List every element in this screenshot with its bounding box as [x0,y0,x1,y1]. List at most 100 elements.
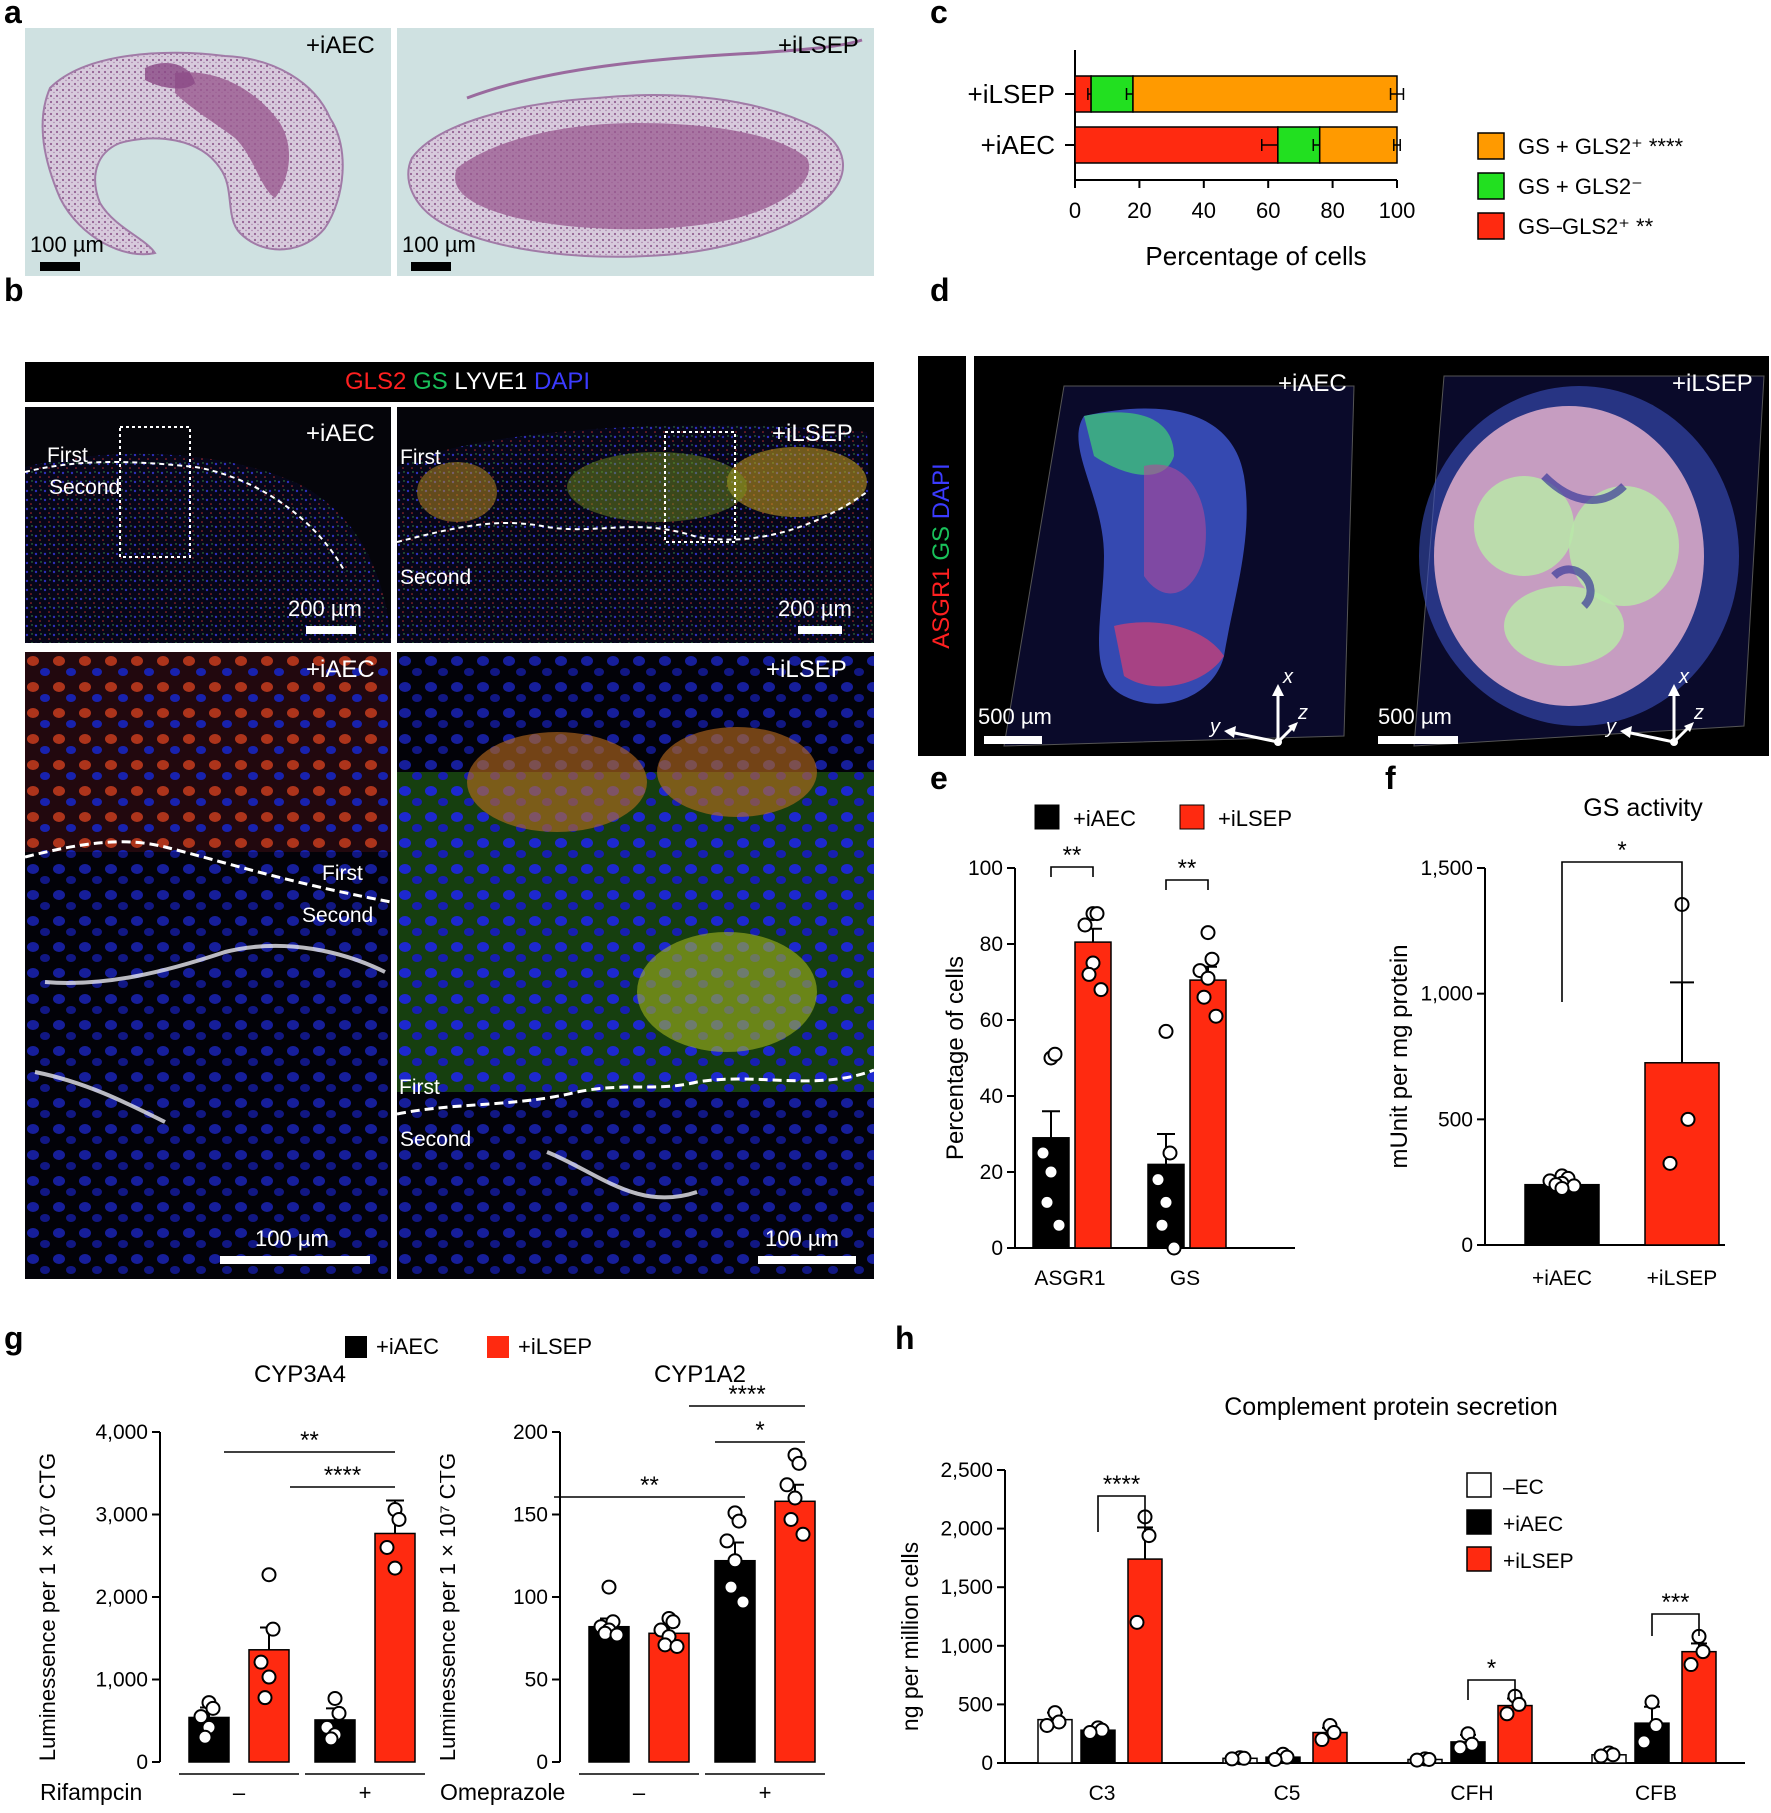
chart-g-cyp1a2-y-tick-label: 0 [536,1751,548,1774]
chart-g-cyp3a4-data-point [379,1540,395,1555]
chart-h-data-point [1039,1717,1055,1733]
chart-f-significance-label: * [1617,837,1626,864]
chart-c-legend-swatch [1477,172,1505,200]
chart-h-data-point [1511,1696,1527,1712]
chart-g-cyp1a2-data-point [779,1477,795,1493]
fluorescence-image-iaec-zoom [25,652,391,1279]
chart-f-data-point [1566,1178,1582,1194]
chart-c-bar-segment [1318,126,1398,164]
panel-d-side-label-bar: ASGR1 GS DAPI [918,356,966,756]
histology-image-ilsep [397,28,874,276]
panel-b-br-scale-bar [758,1256,856,1264]
chart-c-bar-segment [1074,126,1279,164]
chart-e-data-point [1154,1217,1170,1233]
chart-g-cyp1a2-data-point [597,1625,613,1641]
chart-e-data-point [1089,906,1105,922]
panel-label-f: f [1385,760,1396,796]
chart-c-legend-label: GS + GLS2⁻ [1518,174,1643,199]
chart-g-cyp1a2-y-tick-label: 100 [513,1586,548,1609]
chart-g-cyp3a4-data-point [391,1511,407,1527]
lightsheet-image-iaec [974,356,1374,756]
axis-label-x-ilsep: x [1679,666,1689,688]
panel-a-condition-iaec: +iAEC [306,32,375,59]
axes-icon-ilsep [1620,684,1694,746]
panel-b-bl-scale-label: 100 µm [255,1226,329,1251]
panel-label-e: e [930,760,948,796]
chart-g-cyp1a2-data-point [731,1513,747,1529]
chart-h: Complement protein secretion 0 500 1,000 1,5… [897,1393,1745,1805]
panel-label-c: c [930,0,948,30]
chart-f-category-label: +iAEC [1532,1267,1592,1290]
panel-label-a: a [4,0,22,30]
chart-g-cyp3a4-data-point [193,1709,209,1725]
chart-g-cyp3a4-data-point [323,1731,339,1747]
histology-tissue-iaec [41,51,344,256]
panel-b-bl-condition: +iAEC [306,656,375,683]
chart-g-cyp3a4-x-axis-label: Rifampcin [40,1779,142,1805]
chart-g-cyp3a4-data-point [331,1705,347,1721]
lightsheet-texture-iaec [1003,385,1355,747]
chart-e-significance-label: ** [1063,842,1082,869]
axis-label-x-iaec: x [1283,666,1293,688]
chart-h-y-tick-label: 500 [958,1693,993,1716]
chart-h-data-point [1499,1706,1515,1722]
chart-e-data-point [1039,1194,1055,1210]
chart-g-cyp1a2-y-tick-label: 50 [525,1669,548,1692]
chart-g-cyp1a2-y-tick-label: 150 [513,1504,548,1527]
chart-c-bar-segment [1132,75,1398,113]
chart-f-category-label: +iLSEP [1647,1267,1718,1290]
chart-g-cyp3a4-data-point [261,1669,277,1685]
chart-h-y-tick-label: 2,000 [940,1518,993,1541]
chart-e-category-label: GS [1170,1267,1200,1290]
chart-c-x-tick-label: 80 [1320,198,1344,223]
chart-e-data-point [1208,1008,1224,1024]
chart-g-cyp3a4-y-tick-label: 1,000 [95,1669,148,1692]
chart-g-cyp1a2-data-point [719,1533,735,1549]
panel-b-tr-scale-bar [798,626,842,634]
panel-d-condition-iaec: +iAEC [1278,370,1347,397]
fluorescence-texture-ilsep-overview [397,425,874,643]
chart-c-x-tick-label: 20 [1127,198,1151,223]
chart-g-cyp3a4-title: CYP3A4 [254,1361,346,1388]
chart-h-category-label: C3 [1089,1782,1116,1805]
chart-g-cyp3a4-data-point [205,1700,221,1716]
chart-h-legend-label: +iAEC [1503,1513,1563,1536]
chart-g-cyp3a4-bar [248,1649,290,1763]
chart-e-data-point [1051,1217,1067,1233]
chart-e-y-axis-label: Percentage of cells [942,956,969,1160]
histology-tissue-ilsep [407,38,863,258]
chart-h-data-point [1279,1749,1295,1765]
lightsheet-texture-ilsep [1413,375,1765,747]
chart-e-y-tick-label: 60 [980,1009,1003,1032]
chart-g-cyp3a4-bar [314,1719,356,1763]
chart-h-data-point [1129,1614,1145,1630]
panel-d-scale-bar-iaec [984,736,1042,744]
panel-b-bl-scale-bar [220,1256,370,1264]
panel-label-b: b [4,272,24,308]
chart-c-category-label: +iLSEP [968,79,1055,109]
histology-image-iaec [25,28,391,276]
chart-h-data-point [1314,1732,1330,1748]
panel-a-scale-bar-left [40,262,80,271]
chart-h-significance-bracket [1651,1613,1700,1636]
chart-g-cyp1a2-data-point [787,1490,803,1506]
chart-f-data-point [1662,1155,1678,1171]
chart-g-cyp3a4-y-tick-label: 2,000 [95,1586,148,1609]
chart-h-significance-label: **** [1103,1471,1140,1498]
chart-f-y-tick-label: 0 [1461,1234,1473,1257]
fluorescence-image-ilsep-overview [397,407,874,643]
panel-label-g: g [4,1320,24,1356]
chart-h-bar [1127,1558,1163,1764]
chart-g-cyp1a2-y-axis-label: Luminessence per 1 × 10⁷ CTG [440,1453,460,1761]
axes-icon-iaec [1224,684,1298,746]
chart-e-data-point [1204,951,1220,967]
chart-g-cyp1a2-bar [714,1559,756,1763]
chart-e-data-point [1043,1164,1059,1180]
chart-h-legend-swatch [1466,1546,1492,1572]
legend-gs: GS [413,368,448,395]
chart-g-cyp1a2-data-point [723,1579,739,1595]
chart-h-legend-swatch [1466,1509,1492,1535]
chart-h-category-label: CFH [1450,1782,1493,1805]
chart-g-cyp3a4-treatment-label: + [359,1780,372,1805]
chart-f-y-tick-label: 1,500 [1420,857,1473,880]
